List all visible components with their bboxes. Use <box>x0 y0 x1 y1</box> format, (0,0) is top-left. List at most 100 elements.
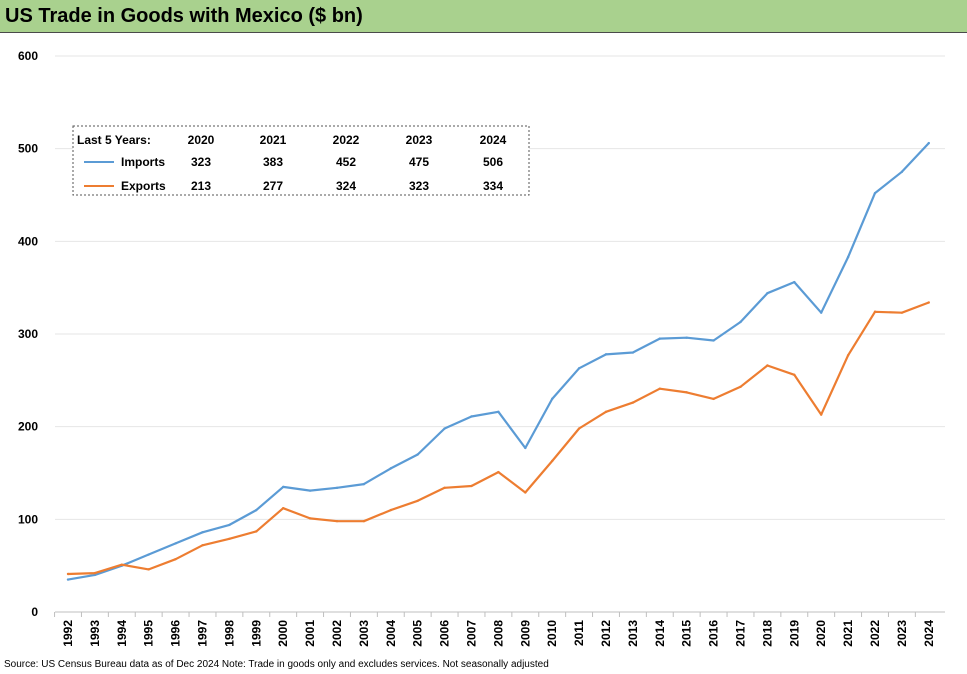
x-tick-label: 2021 <box>841 620 855 647</box>
data-point-imports <box>846 255 850 259</box>
data-point-imports <box>93 573 97 577</box>
y-tick-label: 200 <box>18 420 38 434</box>
data-point-exports <box>335 519 339 523</box>
x-tick-label: 1999 <box>249 620 263 647</box>
data-point-imports <box>766 292 769 295</box>
gridlines <box>55 55 945 520</box>
chart-title: US Trade in Goods with Mexico ($ bn) <box>5 5 363 27</box>
x-tick-label: 1998 <box>222 620 236 647</box>
data-point-exports <box>766 364 769 367</box>
data-point-imports <box>308 489 312 492</box>
data-point-exports <box>443 486 446 490</box>
data-point-exports <box>66 572 70 576</box>
data-point-exports <box>147 568 150 571</box>
data-point-exports <box>927 301 930 304</box>
data-point-imports <box>201 531 204 534</box>
table-header-label: Last 5 Years: <box>77 133 151 147</box>
x-tick-label: 2006 <box>438 620 452 647</box>
data-point-exports <box>120 563 124 566</box>
data-point-imports <box>631 351 635 354</box>
data-point-imports <box>255 508 258 512</box>
data-point-imports <box>443 427 446 430</box>
data-point-exports <box>362 519 366 523</box>
table-value: 323 <box>191 155 211 169</box>
x-tick-label: 2020 <box>814 620 828 647</box>
data-point-exports <box>174 557 177 561</box>
data-point-imports <box>551 397 554 401</box>
table-value: 506 <box>483 155 503 169</box>
x-tick-label: 2023 <box>895 620 909 647</box>
data-point-imports <box>174 542 177 545</box>
table-value: 452 <box>336 155 356 169</box>
title-bar: US Trade in Goods with Mexico ($ bn) <box>0 0 967 33</box>
y-axis: 0 100 200 300 400 500 600 <box>18 49 38 619</box>
data-point-imports <box>228 523 231 527</box>
data-point-imports <box>282 485 285 489</box>
data-point-imports <box>362 482 366 486</box>
x-tick-label: 2008 <box>491 620 505 647</box>
data-point-exports <box>846 354 850 357</box>
data-point-imports <box>927 141 930 145</box>
table-value: 383 <box>263 155 283 169</box>
x-tick-label: 2012 <box>599 620 613 647</box>
data-point-exports <box>577 427 581 430</box>
x-tick-label: 2010 <box>545 620 559 647</box>
x-tick-label: 2003 <box>357 620 371 647</box>
x-axis: 1992 1993 1994 1995 1996 1997 1998 1999 2000 2001… <box>54 611 945 647</box>
y-tick-label: 300 <box>18 327 38 341</box>
y-tick-label: 400 <box>18 234 38 248</box>
data-point-imports <box>66 578 70 581</box>
data-point-imports <box>604 353 608 356</box>
data-point-imports <box>793 280 796 284</box>
x-tick-label: 1997 <box>196 620 210 647</box>
table-year-header: 2023 <box>406 133 433 147</box>
data-point-exports <box>873 310 877 313</box>
data-point-imports <box>335 486 339 490</box>
source-note: Source: US Census Bureau data as of Dec … <box>4 659 549 670</box>
data-point-exports <box>551 459 554 463</box>
x-tick-label: 2017 <box>734 620 748 647</box>
data-point-imports <box>712 339 715 342</box>
data-point-imports <box>820 311 823 314</box>
x-tick-label: 1996 <box>169 620 183 647</box>
x-tick-label: 2014 <box>653 620 667 647</box>
x-tick-label: 2016 <box>707 620 721 647</box>
data-point-exports <box>93 571 97 575</box>
table-value: 277 <box>263 179 283 193</box>
x-tick-label: 2022 <box>868 620 882 647</box>
table-year-header: 2024 <box>480 133 507 147</box>
data-point-exports <box>712 397 715 401</box>
data-point-exports <box>255 530 258 533</box>
legend-label-exports: Exports <box>121 179 166 193</box>
data-point-exports <box>604 410 608 414</box>
data-point-exports <box>228 537 231 540</box>
series-line-exports <box>67 301 930 576</box>
table-year-header: 2021 <box>260 133 287 147</box>
x-tick-label: 2001 <box>303 620 317 647</box>
x-tick-label: 2002 <box>330 620 344 647</box>
data-point-exports <box>308 517 312 520</box>
data-point-imports <box>416 453 419 456</box>
data-point-imports <box>577 367 581 370</box>
x-tick-label: 2009 <box>518 620 532 647</box>
table-year-header: 2022 <box>333 133 360 147</box>
table-year-header: 2020 <box>188 133 215 147</box>
x-tick-label: 2000 <box>276 620 290 647</box>
data-point-imports <box>658 337 661 340</box>
series-line-imports <box>67 142 930 581</box>
data-point-imports <box>900 170 904 174</box>
data-point-imports <box>873 191 877 195</box>
data-point-exports <box>658 387 661 390</box>
data-point-imports <box>739 320 742 324</box>
summary-table-border <box>72 125 530 196</box>
x-tick-label: 2019 <box>787 620 801 647</box>
table-value: 475 <box>409 155 429 169</box>
series-lines <box>66 141 930 581</box>
data-point-exports <box>389 508 392 512</box>
data-point-imports <box>147 553 150 556</box>
table-value: 324 <box>336 179 356 193</box>
x-tick-label: 1995 <box>142 620 156 647</box>
data-point-exports <box>201 544 204 547</box>
y-tick-label: 600 <box>18 49 38 63</box>
